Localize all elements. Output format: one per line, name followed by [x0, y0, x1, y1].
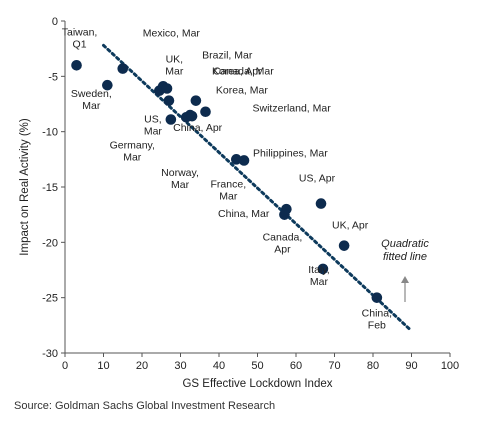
data-point	[317, 263, 329, 275]
point-label: Philippines, Mar	[253, 147, 328, 159]
point-label: Mar	[123, 151, 142, 163]
x-tick-label: 10	[97, 360, 109, 372]
x-tick-label: 30	[174, 360, 186, 372]
point-label: Switzerland, Mar	[253, 103, 332, 115]
point-label: Canada, Mar	[213, 66, 274, 78]
data-point	[315, 198, 327, 209]
point-label: Mar	[219, 190, 238, 202]
point-label: Q1	[73, 38, 87, 50]
data-point	[71, 59, 82, 71]
y-tick-label: -10	[42, 127, 58, 139]
data-point	[200, 106, 211, 118]
source-note: Source: Goldman Sachs Global Investment …	[14, 400, 276, 412]
point-label: Mar	[165, 66, 184, 78]
point-label: Mar	[82, 100, 101, 112]
x-tick-label: 40	[213, 360, 225, 372]
y-tick-label: -25	[42, 293, 58, 305]
point-label: Mexico, Mar	[143, 28, 201, 40]
y-axis-title: Impact on Real Activity (%)	[19, 118, 31, 256]
scatter-chart: 0 10 20 30 40 50 60 70 80 90 100 0 -5 -10 -15 -20 -25 -30…	[19, 16, 459, 390]
point-label: US, Apr	[299, 173, 336, 185]
data-point	[279, 209, 290, 220]
point-label: US,	[144, 113, 162, 125]
x-tick-label: 70	[328, 360, 340, 372]
point-label: Italy,	[308, 264, 329, 276]
x-tick-label: 100	[441, 360, 459, 372]
x-tick-label: 80	[367, 360, 379, 372]
point-label: China, Apr	[173, 122, 223, 134]
y-tick-label: -15	[42, 182, 58, 194]
point-label: Sweden,	[71, 88, 112, 100]
point-label: Canada,	[263, 232, 303, 244]
y-tick-label: 0	[52, 16, 58, 28]
data-point	[190, 95, 202, 106]
axes: 0 10 20 30 40 50 60 70 80 90 100 0 -5 -10 -15 -20 -25 -30	[42, 16, 459, 372]
data-point	[117, 63, 129, 74]
point-label: Norway,	[161, 167, 199, 179]
data-point	[338, 240, 350, 251]
point-label: China, Mar	[218, 208, 270, 220]
data-point	[238, 155, 250, 166]
data-point	[186, 110, 198, 122]
annotation-arrow-head	[401, 276, 409, 283]
point-label: Brazil, Mar	[202, 49, 253, 61]
data-point	[102, 79, 113, 91]
point-label: UK,	[166, 54, 184, 66]
point-label: UK, Apr	[332, 220, 369, 232]
point-label: France,	[211, 178, 247, 190]
x-tick-label: 20	[136, 360, 148, 372]
data-point	[161, 83, 173, 94]
annotation-label: fitted line	[383, 251, 427, 263]
x-tick-label: 50	[251, 360, 263, 372]
point-label: Taiwan,	[62, 26, 98, 38]
point-label: Germany,	[110, 139, 155, 151]
y-tick-label: -30	[42, 348, 58, 360]
point-label: China,	[362, 308, 392, 320]
point-label: Mar	[310, 276, 329, 288]
point-label: Apr	[274, 244, 291, 256]
point-label: Mar	[171, 179, 190, 191]
y-tick-label: -20	[42, 237, 58, 249]
data-point	[163, 95, 175, 106]
data-point	[371, 292, 383, 303]
points-layer	[71, 59, 383, 303]
x-tick-label: 60	[290, 360, 302, 372]
point-label: Mar	[144, 125, 163, 137]
data-point	[165, 114, 177, 125]
annotation-label: Quadratic	[381, 238, 429, 250]
point-label: Korea, Apr	[212, 66, 262, 78]
x-tick-label: 0	[62, 360, 68, 372]
y-tick-label: -5	[48, 71, 58, 83]
x-axis-title: GS Effective Lockdown Index	[182, 378, 332, 390]
x-tick-label: 90	[405, 360, 417, 372]
point-label: Korea, Mar	[216, 85, 268, 97]
point-label: Feb	[368, 320, 386, 332]
